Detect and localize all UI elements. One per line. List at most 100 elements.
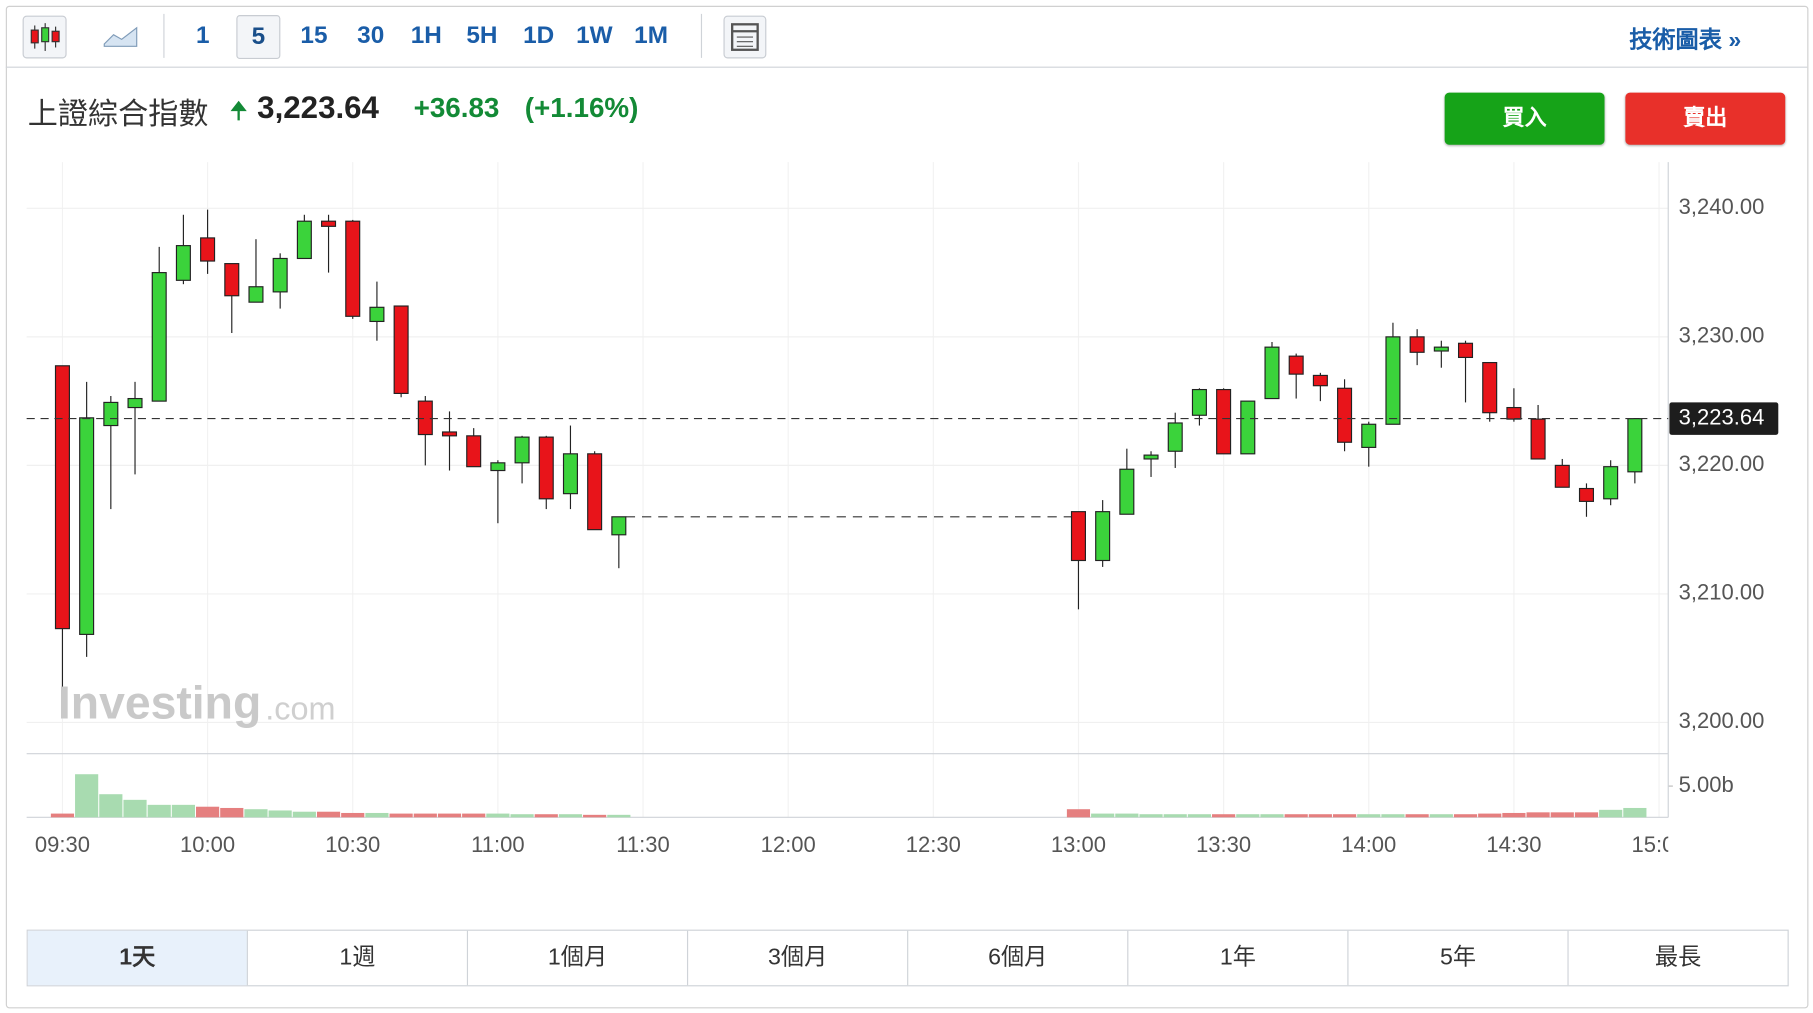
candle-body (54, 365, 70, 630)
x-tick-label: 09:30 (35, 832, 90, 857)
range-button[interactable]: 1天 (27, 930, 247, 986)
interval-button[interactable]: 30 (357, 21, 385, 49)
watermark: Investing (58, 676, 261, 728)
candle-body (1627, 418, 1643, 473)
volume-bar (1332, 814, 1357, 818)
separator (163, 13, 165, 58)
range-button[interactable]: 1年 (1127, 930, 1347, 986)
candle-body (393, 305, 409, 394)
separator (700, 13, 703, 58)
volume-bar (268, 810, 292, 818)
volume-bar (1453, 814, 1478, 818)
candle-icon[interactable] (22, 15, 67, 59)
volume-bar (1502, 812, 1526, 818)
candle-body (611, 516, 627, 536)
candle-body (441, 431, 458, 437)
x-tick-label: 14:30 (1486, 832, 1541, 857)
change-percent: (+1.16%) (524, 92, 639, 124)
candle-body (1603, 466, 1619, 500)
candle-body (1554, 464, 1570, 488)
y-tick-label: 3,200.00 (1679, 708, 1765, 733)
x-tick-label: 12:30 (906, 832, 961, 857)
up-arrow (230, 100, 247, 121)
x-tick-label: 12:00 (761, 832, 816, 857)
candle-body (1361, 423, 1377, 448)
x-tick-label: 10:00 (180, 832, 235, 857)
volume-bar (1623, 807, 1647, 818)
interval-button[interactable]: 1D (523, 21, 555, 49)
candle-body (1119, 468, 1135, 515)
volume-bar (196, 806, 220, 818)
volume-bar (1405, 814, 1429, 818)
line-icon[interactable] (103, 26, 138, 47)
interval-button[interactable]: 1H (410, 21, 442, 49)
candle-body (490, 462, 506, 472)
volume-bar (413, 813, 437, 818)
x-axis: 09:30 10:00 10:30 11:00 11:30 12:00 12:30 13:00… (35, 832, 1668, 857)
volume-bar (583, 814, 607, 818)
interval-button[interactable]: 15 (300, 21, 328, 49)
candle-body (1070, 511, 1086, 562)
table-icon[interactable] (723, 15, 767, 59)
candle-body (1506, 406, 1522, 420)
volume-bar (1381, 814, 1405, 818)
sell-button[interactable]: 賣出 (1625, 92, 1786, 145)
candle-body (1578, 487, 1595, 502)
interval-button[interactable]: 1M (634, 21, 668, 49)
range-button[interactable]: 6個月 (907, 930, 1127, 986)
candle-body (1457, 342, 1474, 359)
range-button[interactable]: 3個月 (686, 930, 907, 986)
plot: 09:30 10:00 10:30 11:00 11:30 12:00 12:30 13:00… (26, 162, 1779, 857)
interval-button[interactable]: 1 (195, 21, 210, 49)
buy-button[interactable]: 買入 (1444, 92, 1605, 145)
candle-body (1530, 418, 1546, 460)
volume-bar (147, 804, 171, 818)
interval-button[interactable]: 1W (576, 21, 613, 49)
change: +36.83 (413, 92, 500, 124)
candle-body (1216, 388, 1232, 455)
volume-bar (462, 813, 486, 818)
candle-body (296, 220, 312, 260)
candle-body (1143, 454, 1159, 460)
range-button[interactable]: 1個月 (466, 930, 687, 986)
candle-body (1264, 346, 1280, 400)
technical-chart-link[interactable]: 技術圖表 » (1629, 27, 1742, 54)
volume-bar (1308, 814, 1332, 818)
volume-bar (1574, 812, 1599, 818)
volume-bar (1066, 809, 1091, 818)
volume-bar (1212, 814, 1236, 818)
range-button[interactable]: 1週 (246, 930, 467, 986)
volume-bar (1187, 814, 1212, 818)
range-button[interactable]: 5年 (1347, 930, 1567, 986)
candle-body (272, 257, 288, 293)
candle-body (175, 245, 191, 281)
candle-body (538, 436, 554, 500)
candle-body (79, 417, 95, 635)
interval-button[interactable]: 5 (236, 15, 281, 60)
candle-body (1312, 374, 1328, 387)
volume-bar (50, 813, 75, 818)
volume-bar (365, 812, 389, 818)
candle-body (587, 453, 603, 531)
candle-body (321, 220, 337, 227)
volume-bar (1429, 814, 1453, 818)
volume-bar (1526, 812, 1550, 818)
range-bar: 1天 1週 1個月 3個月 6個月 1年 5年 最長 (26, 929, 1789, 987)
range-button[interactable]: 最長 (1567, 930, 1787, 986)
x-tick-label: 13:30 (1196, 832, 1251, 857)
instrument-name: 上證綜合指數 (27, 96, 209, 131)
candle-body (345, 220, 361, 317)
volume-bar (1139, 814, 1163, 818)
volume-bar (510, 814, 534, 818)
candle-body (200, 237, 216, 262)
volume-bar (123, 799, 147, 818)
last-price-label: 3,223.64 (1679, 404, 1765, 429)
candle-body (1288, 355, 1304, 375)
candle-body (1337, 387, 1353, 443)
interval-button[interactable]: 5H (466, 21, 498, 49)
candle-body (1240, 400, 1256, 455)
volume-bar (1357, 814, 1381, 818)
y-tick-label: 3,240.00 (1679, 194, 1765, 219)
